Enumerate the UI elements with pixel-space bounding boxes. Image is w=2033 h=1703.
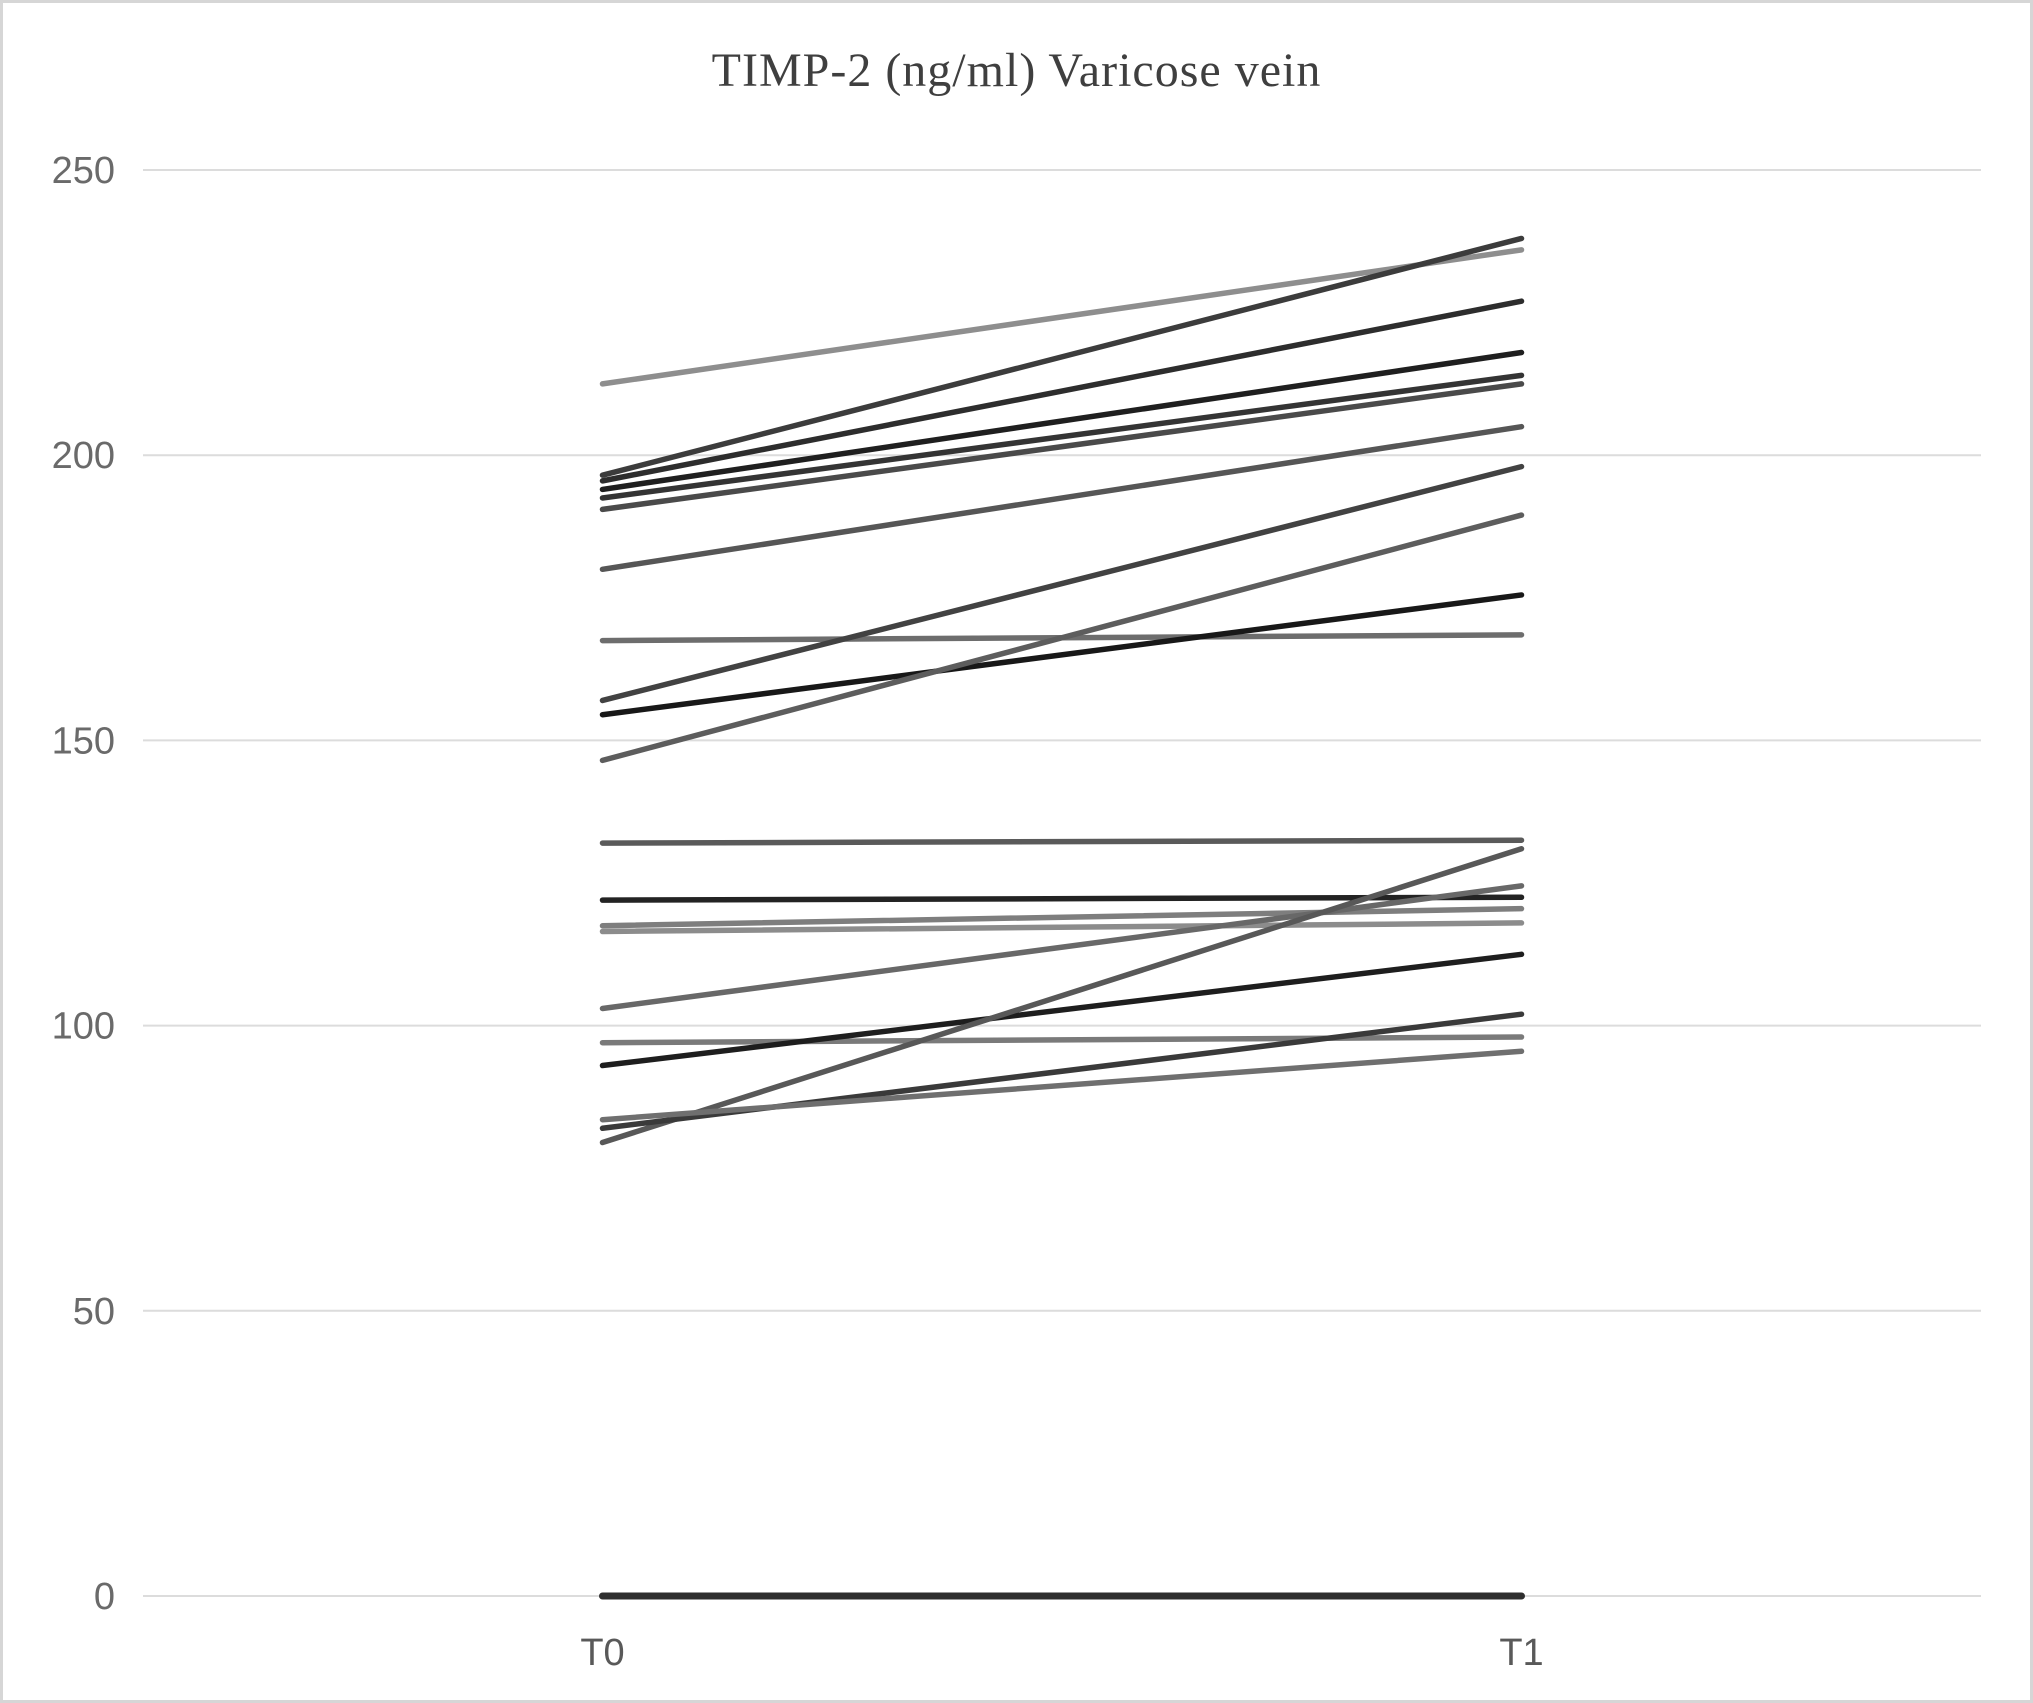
y-tick-label-50: 50 [73, 1291, 115, 1333]
y-tick-label-100: 100 [52, 1006, 115, 1048]
series-line-4 [599, 349, 1525, 493]
series-line-16 [599, 883, 1525, 1012]
x-category-label-T0: T0 [580, 1632, 624, 1674]
y-tick-label-0: 0 [94, 1576, 115, 1618]
series-line-2 [599, 235, 1525, 478]
chart-title: TIMP-2 (ng/ml) Varicose vein [711, 44, 1322, 97]
series-line-18 [599, 951, 1525, 1069]
series-line-17 [599, 1034, 1525, 1046]
x-category-label-T1: T1 [1499, 1632, 1543, 1674]
series-line-12 [599, 837, 1525, 846]
y-tick-label-200: 200 [52, 435, 115, 477]
series-line-19 [599, 846, 1525, 1146]
series-line-6 [599, 381, 1525, 513]
series-line-7 [599, 423, 1525, 573]
series-line-3 [599, 298, 1525, 484]
slope-chart: 0 50 100 150 200 250 T0 T1 [52, 150, 1981, 1674]
y-tick-label-150: 150 [52, 720, 115, 762]
y-tick-label-250: 250 [52, 150, 115, 192]
series-line-9 [599, 463, 1525, 704]
series-line-21 [599, 1048, 1525, 1123]
series-line-14 [599, 905, 1525, 929]
series-line-5 [599, 372, 1525, 501]
series-line-13 [599, 894, 1525, 903]
series-line-15 [599, 920, 1525, 935]
series-line-1 [599, 247, 1525, 387]
series-line-11 [599, 512, 1525, 764]
series-line-10 [599, 592, 1525, 718]
